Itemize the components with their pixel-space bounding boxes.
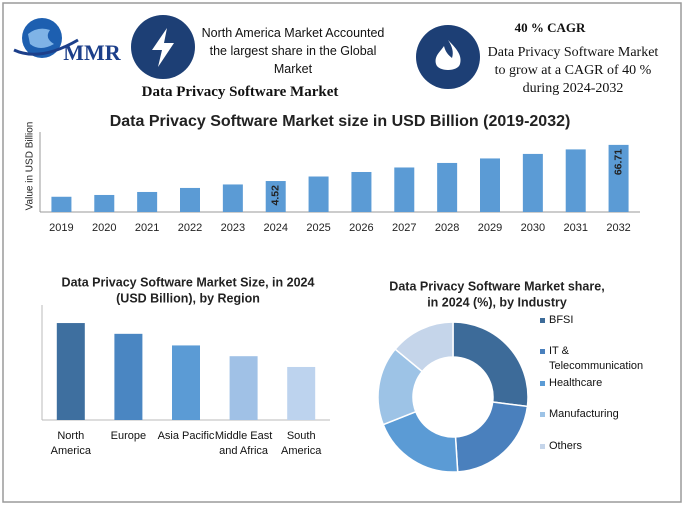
bar bbox=[56, 323, 85, 420]
legend-label: Manufacturing bbox=[549, 408, 619, 420]
bar bbox=[287, 366, 316, 420]
legend-swatch bbox=[540, 412, 545, 417]
x-tick-label: North America bbox=[50, 430, 91, 457]
x-tick-label: Asia Pacific bbox=[157, 430, 215, 442]
market-title: Data Privacy Software Market bbox=[141, 84, 339, 100]
bar bbox=[308, 176, 329, 212]
x-tick-label: 2029 bbox=[478, 222, 502, 234]
chart-title: Data Privacy Software Market share, bbox=[389, 279, 604, 293]
x-tick-label: 2020 bbox=[92, 222, 116, 234]
bar bbox=[437, 162, 458, 212]
bar bbox=[172, 345, 200, 420]
bar bbox=[480, 158, 500, 212]
bar bbox=[265, 181, 286, 212]
legend-swatch bbox=[540, 444, 545, 449]
x-tick-label: 2028 bbox=[435, 222, 459, 234]
legend-swatch bbox=[540, 349, 545, 354]
x-tick-label: 2024 bbox=[263, 222, 287, 234]
x-tick-label: 2027 bbox=[392, 222, 416, 234]
bar bbox=[522, 153, 543, 212]
legend-label: BFSI bbox=[549, 314, 574, 326]
bar bbox=[114, 333, 143, 420]
legend-label: IT & Telecommunication bbox=[549, 345, 644, 372]
x-tick-label: 2030 bbox=[521, 222, 545, 234]
bar bbox=[229, 356, 258, 420]
bar bbox=[51, 196, 72, 212]
flame bbox=[435, 40, 461, 70]
x-tick-label: 2019 bbox=[49, 222, 73, 234]
legend-swatch bbox=[540, 381, 545, 386]
bar bbox=[180, 187, 200, 212]
bar bbox=[565, 149, 586, 212]
bar bbox=[394, 167, 415, 212]
x-tick-label: 2026 bbox=[349, 222, 373, 234]
bar bbox=[608, 144, 629, 212]
chart-title: (USD Billion), by Region bbox=[116, 291, 260, 305]
cagr-text: Data Privacy Software Market to grow at … bbox=[487, 45, 659, 96]
legend-label: Others bbox=[549, 440, 583, 452]
donut-slice bbox=[454, 401, 529, 473]
y-axis-label: Value in USD Billion bbox=[25, 122, 36, 211]
chart-title: Data Privacy Software Market Size, in 20… bbox=[62, 275, 315, 289]
x-tick-label: 2023 bbox=[221, 222, 245, 234]
legend-label: Healthcare bbox=[549, 377, 603, 389]
bar bbox=[351, 171, 372, 212]
chart-title: Data Privacy Software Market size in USD… bbox=[110, 113, 571, 130]
x-tick-label: South America bbox=[281, 430, 322, 457]
donut-slice bbox=[394, 321, 454, 373]
x-tick-label: 2032 bbox=[606, 222, 630, 234]
cagr-title: 40 % CAGR bbox=[514, 20, 586, 35]
data-label: 66.71 bbox=[612, 149, 624, 175]
x-tick-label: 2021 bbox=[135, 222, 159, 234]
logo-text: MMR bbox=[63, 40, 122, 65]
bar bbox=[94, 194, 115, 212]
x-tick-label: 2025 bbox=[306, 222, 330, 234]
x-tick-label: 2022 bbox=[178, 222, 202, 234]
bar bbox=[222, 184, 243, 212]
x-tick-label: 2031 bbox=[563, 222, 587, 234]
data-label: 4.52 bbox=[269, 185, 281, 206]
logo: MMR bbox=[13, 18, 122, 65]
chart-title: in 2024 (%), by Industry bbox=[427, 295, 567, 309]
highlight-text: North America Market Accounted the large… bbox=[201, 26, 385, 76]
x-tick-label: Europe bbox=[110, 430, 147, 442]
bar bbox=[137, 191, 158, 212]
bolt bbox=[152, 28, 174, 67]
donut-slice bbox=[452, 321, 529, 408]
x-tick-label: Middle East and Africa bbox=[214, 430, 273, 457]
legend-swatch bbox=[540, 318, 545, 323]
